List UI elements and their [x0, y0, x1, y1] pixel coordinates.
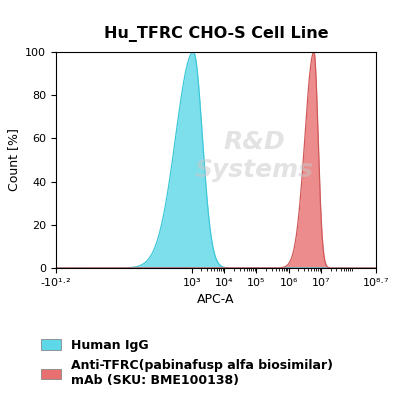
- Legend: Human IgG, Anti-TFRC(pabinafusp alfa biosimilar)
mAb (SKU: BME100138): Human IgG, Anti-TFRC(pabinafusp alfa bio…: [38, 336, 335, 390]
- Text: R&D
Systems: R&D Systems: [195, 130, 314, 182]
- Y-axis label: Count [%]: Count [%]: [7, 128, 20, 192]
- X-axis label: APC-A: APC-A: [197, 293, 235, 306]
- Text: Hu_TFRC CHO-S Cell Line: Hu_TFRC CHO-S Cell Line: [104, 26, 328, 42]
